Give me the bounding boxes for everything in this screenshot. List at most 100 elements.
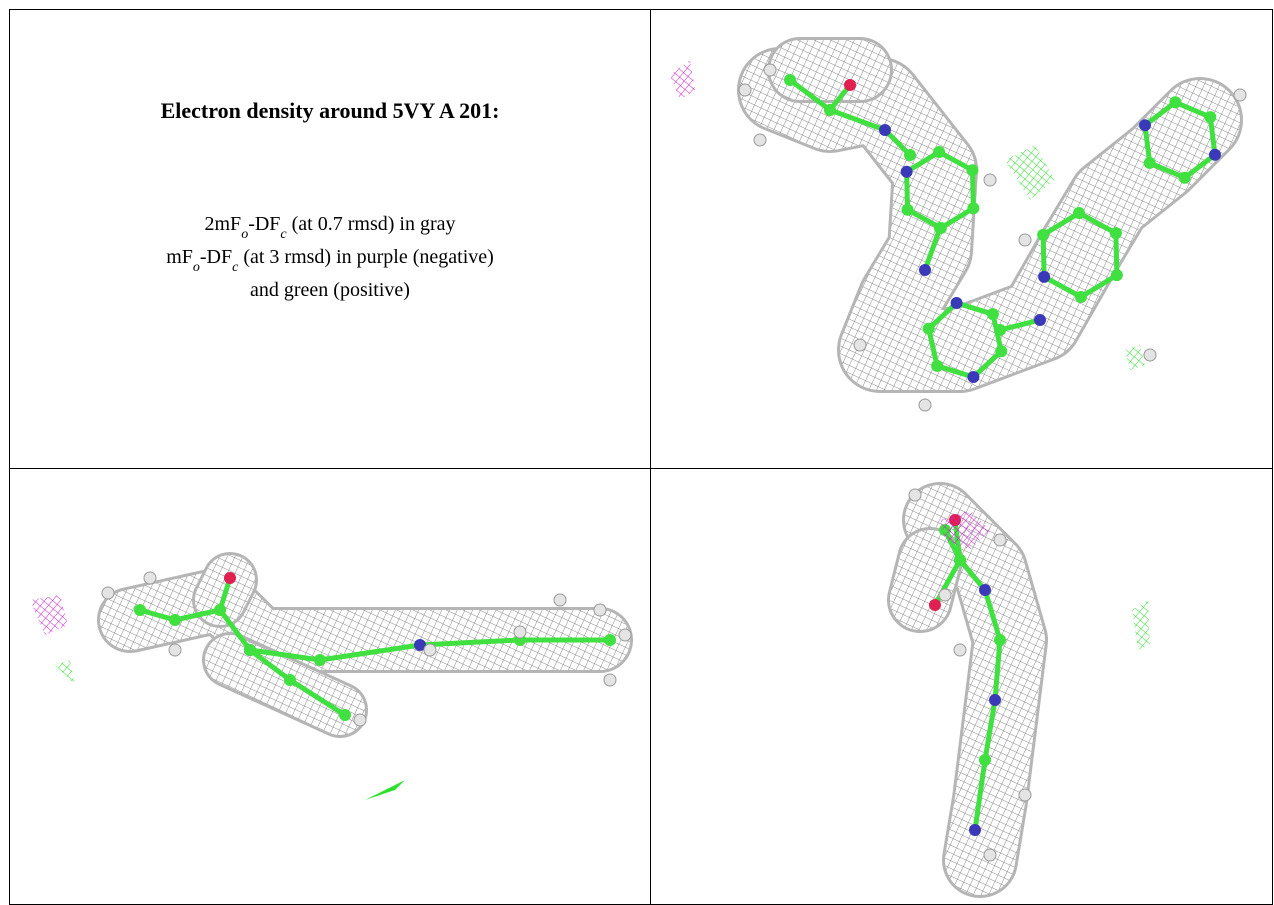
atom	[604, 634, 616, 646]
bond	[922, 227, 943, 271]
bond	[905, 149, 941, 174]
bond	[1040, 234, 1047, 277]
subscript: o	[241, 227, 248, 242]
hydrogen	[101, 586, 115, 600]
atom	[1038, 270, 1051, 283]
caption: 2mFo-DFc (at 0.7 rmsd) in gray mF o-DFc (a…	[166, 213, 494, 301]
atom	[986, 308, 999, 321]
atom	[969, 824, 981, 836]
bond	[999, 317, 1041, 333]
atom	[994, 324, 1006, 336]
bond	[936, 363, 975, 380]
bond	[939, 206, 975, 231]
bond	[1077, 210, 1118, 236]
hydrogen	[353, 713, 367, 727]
atom	[950, 296, 963, 309]
bond	[972, 759, 988, 831]
atom	[979, 754, 991, 766]
hydrogen	[763, 63, 777, 77]
bond	[319, 642, 421, 663]
hydrogen	[1143, 348, 1157, 362]
atom	[1143, 156, 1156, 169]
hydrogen	[143, 571, 157, 585]
atom	[1169, 96, 1182, 109]
hydrogen	[983, 173, 997, 187]
bond	[955, 300, 994, 317]
bond	[174, 607, 221, 623]
atom	[824, 104, 836, 116]
subscript: c	[280, 227, 287, 242]
caption-text: mF	[166, 246, 193, 268]
atom	[1034, 314, 1046, 326]
bond	[926, 328, 940, 367]
atom	[900, 165, 913, 178]
bond	[982, 589, 1003, 641]
atom	[901, 203, 914, 216]
atom	[1110, 269, 1123, 282]
difference-density	[1005, 145, 1055, 200]
atom	[994, 634, 1006, 646]
atom	[904, 149, 916, 161]
caption-line: and green (positive)	[250, 279, 410, 301]
caption-text: -DF	[248, 213, 280, 235]
atom	[967, 371, 980, 384]
bond	[1041, 210, 1081, 237]
bond	[829, 107, 886, 133]
atom	[1073, 207, 1086, 220]
atom	[966, 164, 979, 177]
density-mesh	[740, 50, 1240, 390]
caption-text: and green (positive)	[250, 279, 410, 301]
hydrogen	[938, 588, 952, 602]
bond	[248, 648, 292, 682]
atom	[1178, 171, 1191, 184]
atom	[414, 639, 426, 651]
bond	[992, 639, 1003, 701]
caption-line: 2mFo-DFc (at 0.7 rmsd) in gray	[205, 213, 456, 242]
bond	[958, 558, 987, 592]
atom	[1209, 148, 1222, 161]
atom	[224, 572, 236, 584]
atom	[134, 604, 146, 616]
density-view-2	[30, 552, 633, 800]
difference-density	[1125, 345, 1145, 370]
atom	[879, 124, 891, 136]
bond	[419, 637, 521, 648]
hydrogen	[853, 338, 867, 352]
hydrogen	[953, 643, 967, 657]
density-view-1	[670, 37, 1247, 412]
hydrogen	[593, 603, 607, 617]
bond	[982, 699, 998, 761]
hydrogen	[738, 83, 752, 97]
difference-density	[365, 780, 405, 800]
atom	[1074, 290, 1087, 303]
atom	[919, 264, 931, 276]
hydrogen	[618, 628, 632, 642]
caption-text: (at 3 rmsd) in purple (negative)	[238, 246, 493, 268]
hydrogen	[918, 398, 932, 412]
bond	[1143, 100, 1177, 128]
bond	[1142, 124, 1153, 164]
atom	[1138, 119, 1151, 132]
bond	[218, 608, 252, 652]
atom	[967, 202, 980, 215]
atom	[995, 345, 1008, 358]
bond	[288, 677, 347, 718]
bond	[1113, 233, 1120, 276]
bond	[926, 301, 959, 331]
hydrogen	[983, 848, 997, 862]
atom	[931, 359, 944, 372]
atom	[214, 604, 226, 616]
atom	[934, 222, 946, 234]
hydrogen	[993, 533, 1007, 547]
atom	[284, 674, 296, 686]
bond	[1207, 116, 1218, 156]
hydrogen	[1018, 233, 1032, 247]
atom	[933, 146, 946, 159]
caption-text: (at 0.7 rmsd) in gray	[287, 213, 456, 235]
atom	[989, 694, 1001, 706]
bond	[969, 170, 976, 209]
atom	[339, 709, 351, 721]
density-mesh	[905, 485, 1045, 895]
table-border	[9, 9, 1273, 905]
difference-density	[670, 60, 695, 100]
